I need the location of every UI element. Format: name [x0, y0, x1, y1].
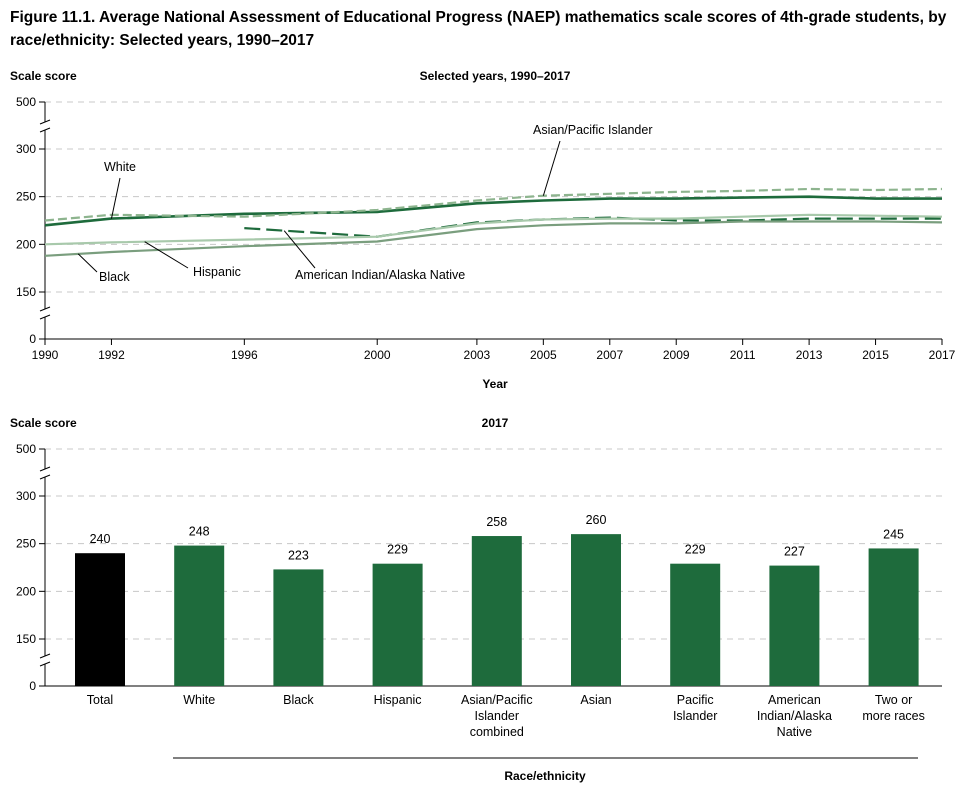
- bar-category-label-line: Islander: [475, 709, 519, 723]
- bar-category-label-line: Asian/Pacific: [461, 693, 533, 707]
- bar-category-label: Asian/Pacific Islander combined: [461, 693, 533, 739]
- line-chart-x-tick-label: 2013: [796, 348, 823, 362]
- bar-chart-y-tick-label: 200: [16, 584, 36, 598]
- line-chart-x-tick-label: 2009: [663, 348, 690, 362]
- line-chart-y-tick-label: 500: [16, 95, 36, 109]
- line-leader-black: [77, 253, 98, 273]
- bar-category-label: Asian: [580, 693, 611, 707]
- bar-8: [868, 548, 919, 686]
- bar-category-label: Black: [283, 693, 314, 707]
- line-chart-y-tick-label: 150: [16, 285, 36, 299]
- bar-chart-y-tick-label: 150: [16, 632, 36, 646]
- line-chart-y-tick-label: 200: [16, 237, 36, 251]
- line-chart-x-tick-label: 1992: [98, 348, 125, 362]
- bar-value-label: 245: [883, 527, 904, 541]
- line-chart-title: Selected years, 1990–2017: [420, 69, 571, 83]
- bar-chart-y-tick-label: 300: [16, 489, 36, 503]
- line-series-black: [44, 220, 943, 257]
- bar-value-label: 258: [486, 515, 507, 529]
- bar-chart-xlabel: Race/ethnicity: [504, 769, 586, 783]
- bar-3: [372, 563, 423, 686]
- line-chart-x-tick-label: 1996: [231, 348, 258, 362]
- bar-chart-y-tick-label: 500: [16, 442, 36, 456]
- bar-category-label-line: Hispanic: [374, 693, 422, 707]
- line-chart-x-tick-label: 2017: [929, 348, 956, 362]
- bar-chart-y-tick-label: 250: [16, 537, 36, 551]
- line-chart-x-tick-label: 2000: [364, 348, 391, 362]
- line-label-white: White: [104, 160, 136, 174]
- line-label-hispanic: Hispanic: [193, 265, 241, 279]
- figure-title: Figure 11.1. Average National Assessment…: [10, 9, 947, 49]
- bar-category-label: White: [183, 693, 215, 707]
- line-chart-x-tick-label: 1990: [32, 348, 59, 362]
- line-chart-xlabel: Year: [482, 377, 508, 391]
- bar-category-label-line: American: [768, 693, 821, 707]
- bar-chart-title: 2017: [482, 416, 509, 430]
- bar-7: [769, 565, 820, 686]
- bar-0: [75, 553, 125, 686]
- bar-value-label: 240: [90, 532, 111, 546]
- line-chart-axis-break-mark: [39, 314, 51, 320]
- line-chart-x-tick-label: 2005: [530, 348, 557, 362]
- bar-6: [670, 563, 721, 686]
- bar-category-label-line: Islander: [673, 709, 717, 723]
- line-chart-axis-break-mark: [39, 127, 51, 133]
- bar-category-label-line: more races: [862, 709, 925, 723]
- line-chart-y-tick-label: 300: [16, 142, 36, 156]
- bar-chart-ylabel: Scale score: [10, 416, 77, 430]
- line-chart-x-tick-label: 2011: [730, 348, 756, 362]
- bar-chart-axis-break-mark: [39, 466, 51, 472]
- line-chart-ylabel: Scale score: [10, 69, 77, 83]
- bar-chart-axis-break-mark: [39, 474, 51, 480]
- line-leader-asian_pi: [542, 140, 561, 196]
- bar-category-label-line: Pacific: [677, 693, 714, 707]
- line-series-hispanic: [44, 213, 943, 246]
- line-chart: 0 150 200 250 300 500 1990 1992 1996 2000 2003 2005…: [16, 95, 956, 362]
- line-series-white: [44, 195, 942, 227]
- bar-category-label: Pacific Islander: [673, 693, 717, 723]
- line-series-asian_pi: [44, 187, 943, 222]
- bar-chart-axis-break-mark: [39, 653, 51, 659]
- bar-category-label-line: combined: [470, 725, 524, 739]
- line-leader-hispanic: [144, 241, 189, 269]
- bar-value-label: 223: [288, 548, 309, 562]
- bar-value-label: 248: [189, 525, 210, 539]
- line-chart-x-tick-label: 2003: [464, 348, 491, 362]
- line-chart-axis-break-mark: [39, 306, 51, 312]
- bar-category-label-line: Asian: [580, 693, 611, 707]
- line-chart-y-tick-label: 250: [16, 190, 36, 204]
- line-leader-white: [110, 177, 121, 219]
- bar-chart: 0 150 200 250 300 500 240 Total 248 White 223 Black…: [16, 442, 942, 759]
- bar-value-label: 260: [586, 513, 607, 527]
- bar-category-label-line: Two or: [875, 693, 913, 707]
- bar-5: [571, 534, 621, 686]
- line-chart-x-tick-label: 2007: [596, 348, 623, 362]
- bar-1: [174, 545, 225, 686]
- bar-category-label: American Indian/Alaska Native: [757, 693, 832, 739]
- bar-category-label: Hispanic: [374, 693, 422, 707]
- bar-value-label: 229: [685, 543, 706, 557]
- bar-category-label-line: Total: [87, 693, 113, 707]
- bar-category-label-line: Native: [777, 725, 812, 739]
- line-label-black: Black: [99, 270, 130, 284]
- bar-value-label: 227: [784, 545, 805, 559]
- bar-category-label: Two or more races: [862, 693, 925, 723]
- bar-category-label: Total: [87, 693, 113, 707]
- line-leader-ai_an: [283, 230, 316, 269]
- bar-chart-axis-break-mark: [39, 661, 51, 667]
- line-chart-axis-break-mark: [39, 119, 51, 125]
- line-label-ai_an: American Indian/Alaska Native: [295, 268, 465, 282]
- bar-category-label-line: Black: [283, 693, 314, 707]
- bar-4: [471, 536, 522, 686]
- line-chart-x-tick-label: 2015: [862, 348, 889, 362]
- bar-2: [273, 569, 324, 686]
- bar-category-label-line: Indian/Alaska: [757, 709, 832, 723]
- line-label-asian_pi: Asian/Pacific Islander: [533, 123, 653, 137]
- bar-category-label-line: White: [183, 693, 215, 707]
- bar-value-label: 229: [387, 543, 408, 557]
- line-chart-y-tick-label: 0: [29, 332, 36, 346]
- bar-chart-y-tick-label: 0: [29, 679, 36, 693]
